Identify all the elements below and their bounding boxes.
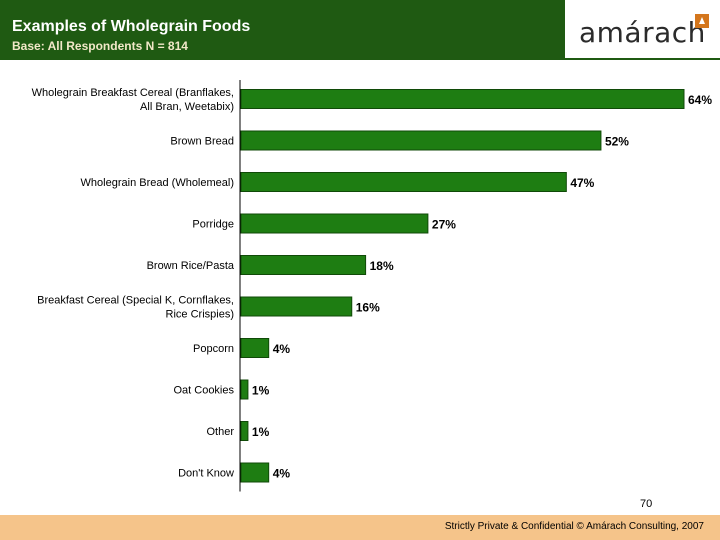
category-label: Wholegrain Breakfast Cereal (Branflakes,… xyxy=(32,87,234,113)
bar xyxy=(240,89,685,109)
bar xyxy=(240,172,567,192)
data-label: 16% xyxy=(356,301,380,315)
data-label: 1% xyxy=(252,425,270,439)
category-label: Wholegrain Bread (Wholemeal) xyxy=(81,177,234,189)
data-label: 52% xyxy=(605,135,629,149)
header-band: Examples of Wholegrain Foods Base: All R… xyxy=(0,0,565,58)
data-label: 4% xyxy=(273,342,291,356)
data-label: 27% xyxy=(432,218,456,232)
amarach-logo: amárach xyxy=(575,14,715,52)
data-label: 4% xyxy=(273,467,291,481)
footer-text: Strictly Private & Confidential © Amárac… xyxy=(444,521,704,532)
logo-mark-icon xyxy=(695,14,709,28)
header-divider xyxy=(0,58,720,60)
category-label: Don't Know xyxy=(178,468,234,480)
bar-chart: Wholegrain Breakfast Cereal (Branflakes,… xyxy=(32,80,712,492)
page-title: Examples of Wholegrain Foods xyxy=(12,18,251,35)
data-label: 1% xyxy=(252,384,270,398)
bar xyxy=(240,213,429,234)
bar xyxy=(240,421,249,441)
bar xyxy=(240,338,270,358)
footer: Strictly Private & Confidential © Amárac… xyxy=(0,515,720,540)
bar xyxy=(240,379,249,400)
category-label: Brown Rice/Pasta xyxy=(147,260,235,272)
category-label: Other xyxy=(206,426,234,438)
bar xyxy=(240,130,602,151)
category-label: Breakfast Cereal (Special K, Cornflakes,… xyxy=(37,295,234,321)
bar xyxy=(240,296,353,317)
category-label: Brown Bread xyxy=(170,136,234,148)
data-label: 47% xyxy=(570,176,594,190)
logo-text: amárach xyxy=(579,16,706,49)
category-label: Oat Cookies xyxy=(173,385,234,397)
bar xyxy=(240,462,270,483)
data-label: 64% xyxy=(688,93,712,107)
category-label: Porridge xyxy=(192,219,234,231)
bar xyxy=(240,255,367,275)
page-number: 70 xyxy=(640,498,653,510)
category-label: Popcorn xyxy=(193,343,234,355)
header: Examples of Wholegrain Foods Base: All R… xyxy=(0,0,720,58)
data-label: 18% xyxy=(370,259,394,273)
page-subtitle: Base: All Respondents N = 814 xyxy=(12,39,188,53)
